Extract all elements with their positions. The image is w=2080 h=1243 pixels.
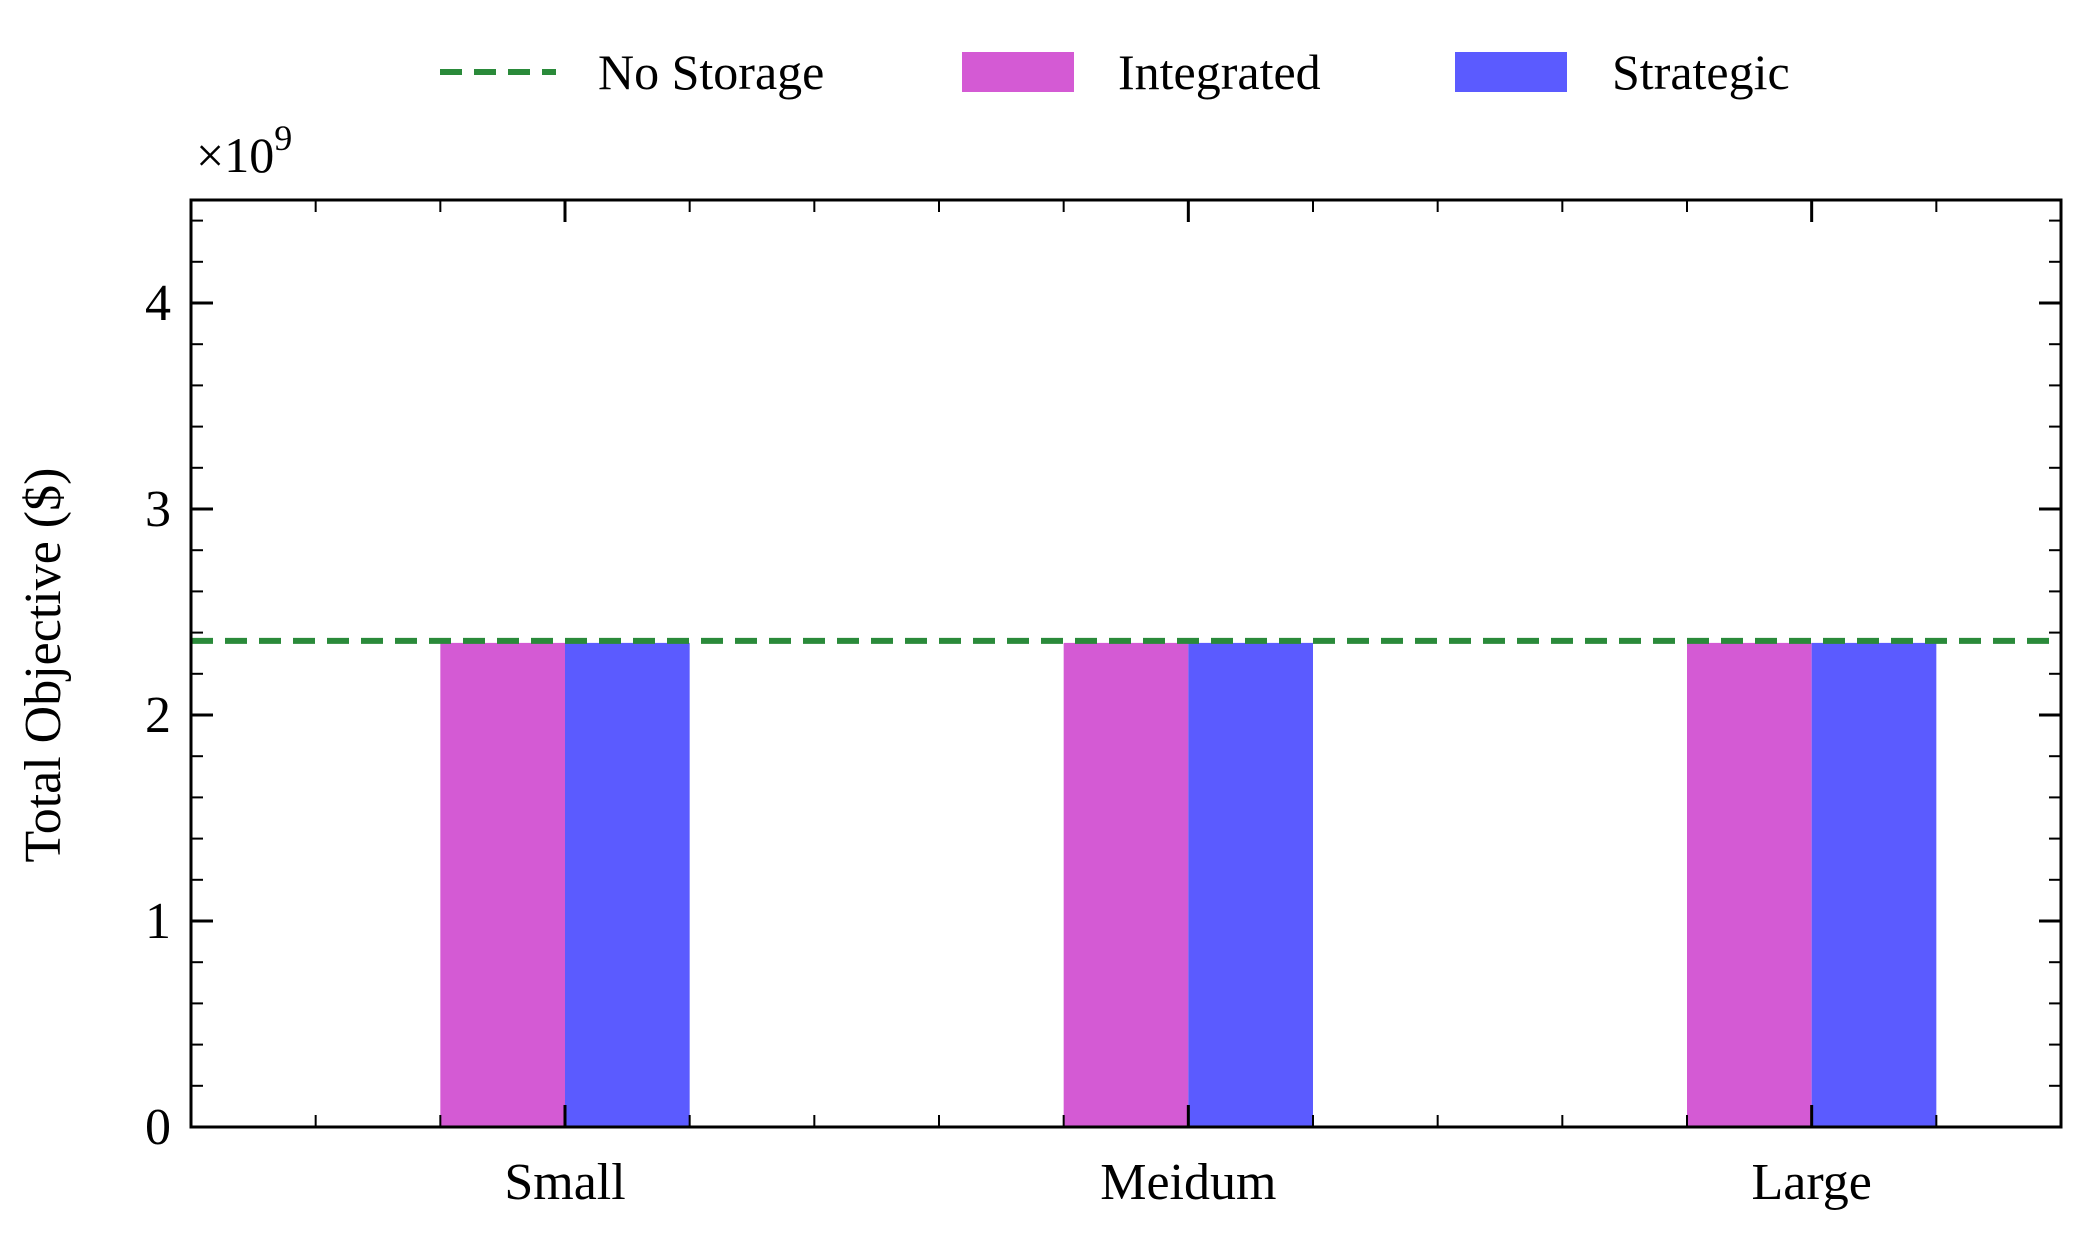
- legend-integrated-swatch: [962, 52, 1074, 92]
- bar-integrated-large: [1687, 642, 1812, 1127]
- y-scale-exponent: 9: [274, 118, 292, 158]
- y-tick-label: 4: [145, 275, 171, 332]
- bar-strategic-large: [1811, 642, 1937, 1127]
- y-tick-label: 2: [145, 687, 171, 744]
- x-tick-label: Meidum: [1100, 1154, 1276, 1211]
- x-tick-labels: Small Meidum Large: [504, 1154, 1871, 1211]
- plot-frame: [189, 198, 2063, 1129]
- y-tick-label: 1: [145, 893, 171, 950]
- bar-integrated-meidum: [1063, 642, 1189, 1127]
- y-tick-label: 0: [145, 1099, 171, 1156]
- legend-strategic-swatch: [1455, 52, 1567, 92]
- y-scale-label: ×109: [196, 118, 292, 183]
- x-tick-label: Small: [504, 1154, 625, 1211]
- axes-group: [189, 198, 2063, 1129]
- y-tick-labels: 0 1 2 3 4: [145, 275, 171, 1156]
- bar-strategic-small: [565, 642, 690, 1127]
- bar-strategic-meidum: [1188, 642, 1313, 1127]
- y-tick-label: 3: [145, 481, 171, 538]
- legend-no-storage-label: No Storage: [598, 44, 824, 100]
- bar-integrated-small: [440, 642, 565, 1127]
- legend-integrated-label: Integrated: [1118, 44, 1321, 100]
- legend: No Storage Integrated Strategic: [440, 44, 1790, 100]
- y-axis-label: Total Objective ($): [15, 468, 72, 863]
- bars-group: [440, 642, 1937, 1127]
- x-tick-label: Large: [1752, 1154, 1872, 1211]
- y-scale-multiplier: ×109: [196, 118, 292, 183]
- legend-strategic-label: Strategic: [1612, 44, 1790, 100]
